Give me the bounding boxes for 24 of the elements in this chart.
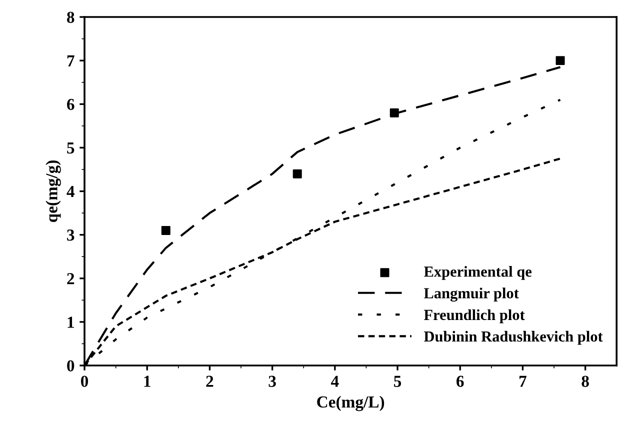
x-axis-title: Ce(mg/L) [317,396,384,412]
y-tick-label: 2 [67,273,74,284]
y-tick-label: 3 [67,230,74,241]
legend-label: Dubinin Radushkevich plot [424,330,603,345]
x-tick-label: 2 [206,376,214,387]
x-tick-label: 5 [394,376,402,387]
y-tick-label: 1 [68,316,74,328]
y-tick-label: 4 [66,186,74,198]
y-tick-label: 0 [67,360,74,372]
y-tick-label: 6 [67,98,74,110]
x-tick-label: 6 [456,376,464,387]
x-tick-label: 1 [144,376,150,387]
legend-label: Experimental qe [424,266,532,280]
x-tick-label: 3 [268,376,276,387]
y-tick-label: 8 [67,12,74,23]
x-tick-label: 7 [519,376,526,387]
x-tick-label: 4 [330,376,339,387]
y-tick-label: 7 [67,55,74,66]
x-tick-label: 8 [582,376,589,387]
legend-label: Freundlich plot [424,309,525,324]
y-axis-title: qe(mg/g) [46,160,61,222]
legend-label: Langmuir plot [424,288,519,302]
y-tick-label: 5 [67,142,74,154]
x-tick-label: 0 [80,376,88,387]
